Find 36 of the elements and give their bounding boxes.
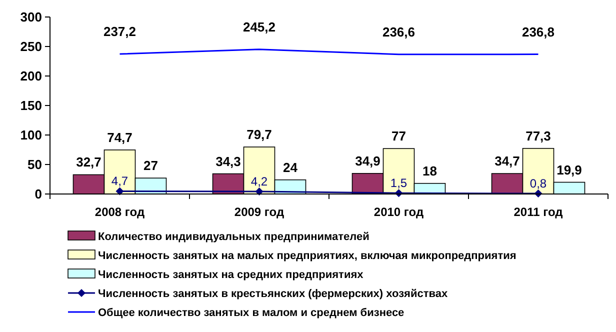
x-tick-label: 2010 год	[374, 205, 424, 219]
y-tick-label: 0	[34, 186, 42, 202]
data-label: 245,2	[242, 19, 276, 34]
data-label: 34,7	[494, 154, 520, 169]
x-tick-label: 2011 год	[514, 205, 564, 219]
y-tick-label: 200	[20, 68, 42, 84]
y-tick-label: 50	[28, 157, 42, 172]
y-tick-label: 250	[20, 39, 42, 54]
data-label: 32,7	[76, 154, 102, 170]
legend-label: Численность занятых на малых предприятиях, включая микропредприятия	[98, 250, 516, 262]
legend-label: Общее количество занятых в малом и среднем бизнесе	[98, 306, 404, 319]
y-tick-label: 300	[20, 10, 42, 25]
data-label: 34,9	[355, 153, 380, 168]
data-label: 24	[283, 160, 298, 175]
data-label: 74,7	[107, 130, 132, 145]
data-label: 236,8	[522, 24, 555, 40]
data-label: 0,8	[530, 176, 547, 191]
legend-label: Количество индивидуальных предпринимателей	[98, 230, 370, 243]
data-label: 34,3	[216, 154, 241, 169]
data-label: 4,2	[250, 174, 268, 189]
data-label: 237,2	[103, 24, 136, 40]
legend-label: Численность занятых в крестьянских (фермерских) хозяйствах	[98, 288, 448, 300]
data-label: 18	[422, 163, 437, 178]
data-label: 77	[392, 128, 406, 144]
data-label: 4,7	[111, 174, 128, 188]
data-label: 236,6	[382, 24, 416, 40]
legend-label: Численность занятых на средних предприятиях	[98, 268, 364, 281]
y-tick-label: 100	[20, 128, 42, 143]
x-tick-label: 2009 год	[234, 205, 284, 219]
x-tick-label: 2008 год	[94, 205, 145, 219]
data-label: 1,5	[390, 176, 408, 190]
data-label: 19,9	[556, 162, 582, 178]
data-label: 77,3	[526, 128, 551, 144]
data-label: 79,7	[246, 126, 272, 142]
data-label: 27	[144, 158, 158, 174]
y-tick-label: 150	[20, 98, 42, 114]
